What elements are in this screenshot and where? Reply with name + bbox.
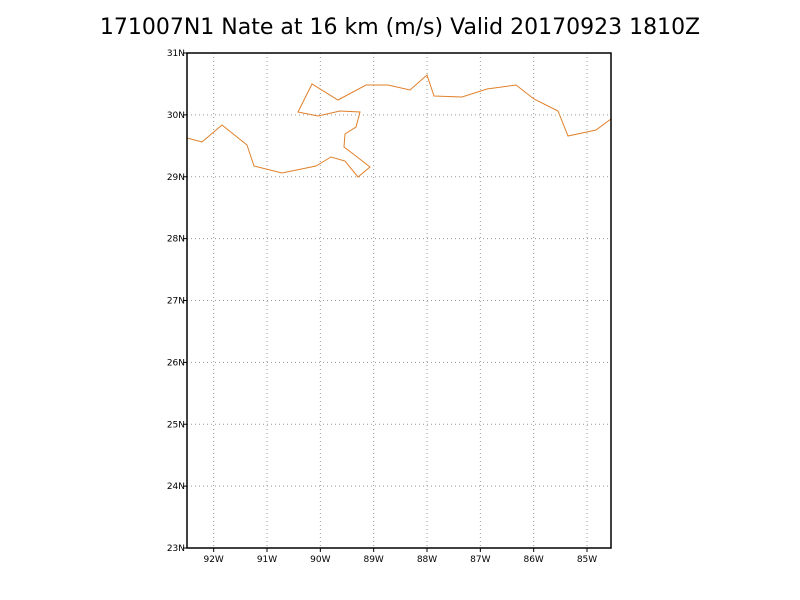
y-tick-label: 28N <box>167 235 185 245</box>
map-title: 171007N1 Nate at 16 km (m/s) Valid 20170… <box>100 15 700 40</box>
x-tick-label: 92W <box>203 555 223 565</box>
y-tick-label: 27N <box>167 297 185 307</box>
x-tick-label: 91W <box>257 555 277 565</box>
x-tick-label: 89W <box>363 555 383 565</box>
x-tick-label: 87W <box>470 555 490 565</box>
y-tick-label: 29N <box>167 173 185 183</box>
grid <box>187 52 611 549</box>
y-tick-label: 30N <box>167 111 185 121</box>
y-tick-label: 31N <box>167 49 185 59</box>
y-tick-label: 26N <box>167 358 185 368</box>
x-tick-label: 86W <box>523 555 543 565</box>
coastline <box>186 74 612 178</box>
x-tick-label: 85W <box>577 555 597 565</box>
x-tick-label: 90W <box>310 555 330 565</box>
y-tick-label: 25N <box>167 420 185 430</box>
y-tick-label: 23N <box>167 544 185 554</box>
y-tick-label: 24N <box>167 482 185 492</box>
x-tick-label: 88W <box>417 555 437 565</box>
